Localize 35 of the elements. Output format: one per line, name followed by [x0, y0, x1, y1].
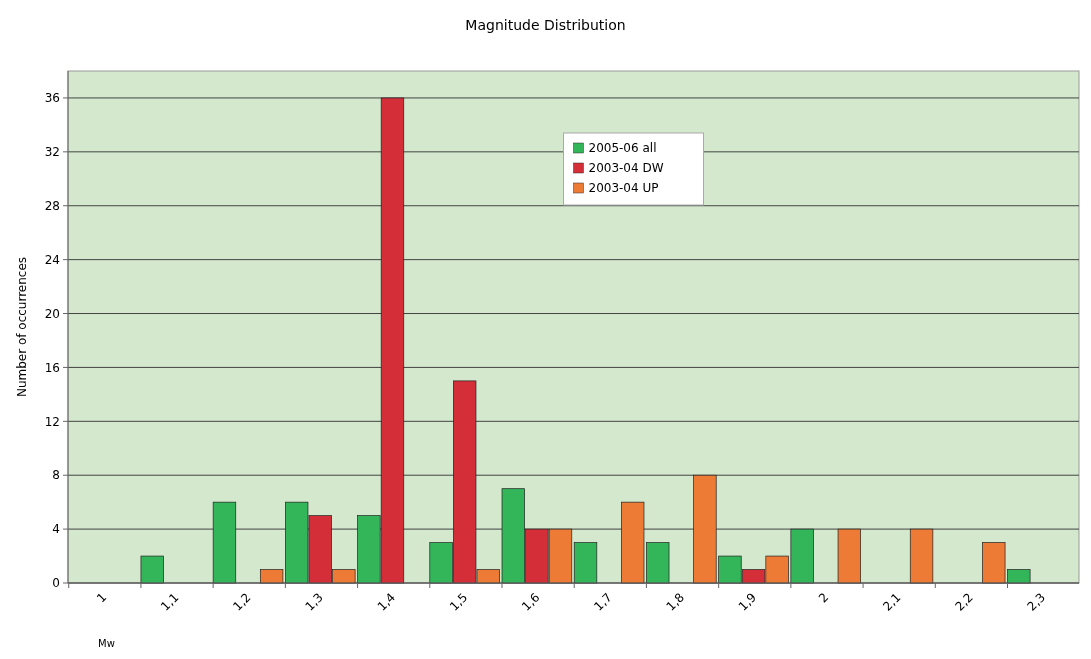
y-tick-label: 32	[44, 145, 60, 160]
x-tick-label: 2,3	[1024, 590, 1048, 614]
bar	[837, 528, 861, 584]
bar	[212, 501, 237, 584]
x-tick-label: 1,8	[663, 590, 687, 614]
x-tick-label: 1,3	[302, 590, 326, 614]
x-tick-label: 1,9	[735, 590, 760, 614]
legend-label: 2003-04 DW	[588, 161, 664, 176]
x-tick-label: 1,7	[591, 590, 615, 614]
y-axis-title: Number of occurrences	[15, 256, 29, 398]
legend-label: 2005-06 all	[588, 141, 657, 156]
y-tick-label: 24	[44, 252, 60, 267]
x-tick-label: 1,1	[158, 590, 182, 614]
y-tick-label: 0	[52, 576, 60, 591]
y-tick-label: 12	[44, 414, 60, 429]
bar	[909, 528, 934, 584]
x-tick-label: 1,2	[230, 590, 254, 614]
bar	[140, 555, 164, 584]
y-tick-label: 4	[52, 522, 60, 537]
x-tick-label: 1	[93, 590, 110, 606]
chart-title: Magnitude Distribution	[465, 17, 626, 33]
x-tick-label: 2,1	[880, 590, 904, 614]
x-tick-label: 2	[816, 590, 832, 606]
x-tick-label: 2,2	[952, 590, 976, 614]
legend-label: 2003-04 UP	[588, 181, 659, 196]
x-tick-label: 1,5	[446, 590, 471, 614]
bar	[573, 542, 598, 584]
y-tick-label: 28	[44, 198, 60, 213]
y-tick-label: 36	[44, 91, 60, 106]
x-axis-title: Mw	[98, 638, 115, 649]
y-tick-label: 8	[52, 468, 60, 483]
y-tick-label: 16	[44, 360, 60, 375]
x-tick-label: 1,4	[374, 590, 399, 614]
y-tick-label: 20	[44, 306, 60, 321]
x-tick-label: 1,6	[519, 590, 543, 614]
